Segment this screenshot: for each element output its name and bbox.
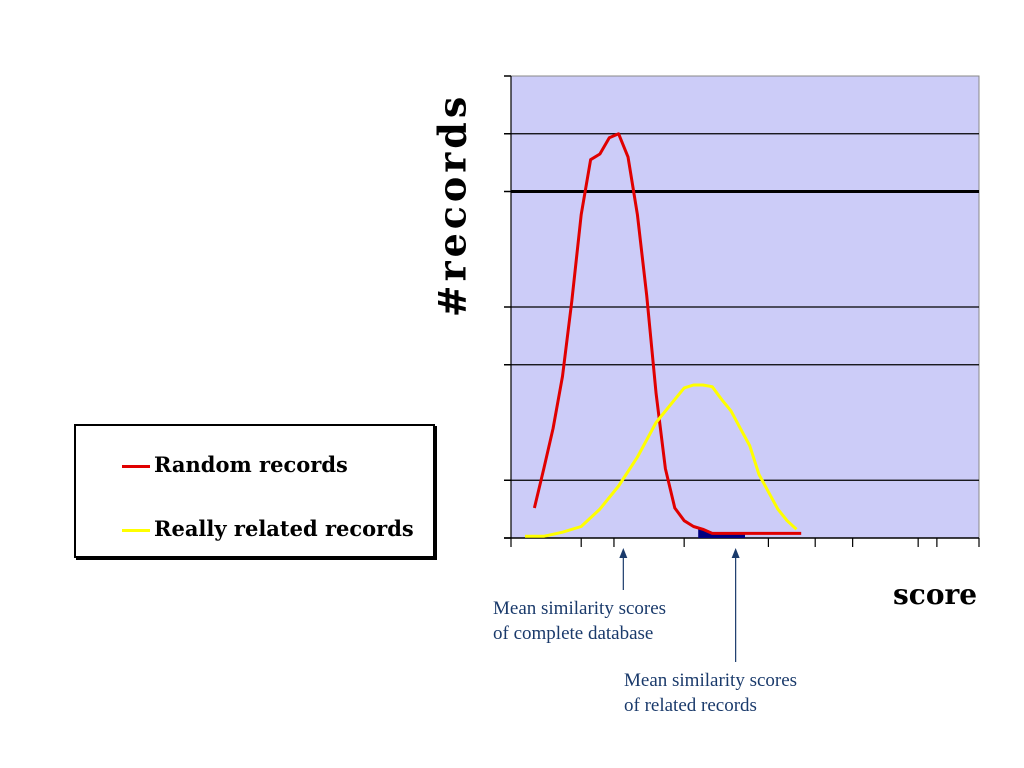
series-line-related-records [525,383,798,538]
shaded-overlap-area [698,527,745,538]
annotation-database-line-1: Mean similarity scores [493,598,667,619]
annotation-related-line-2: of related records [624,695,757,716]
y-axis-label: #records [429,92,475,318]
legend-label-random: Random records [154,452,348,477]
annotation-arrow-head [731,548,740,558]
annotation-database: Mean similarity scores of complete datab… [493,596,666,646]
legend-swatch-related [122,529,150,532]
annotation-database-line-2: of complete database [493,623,654,644]
legend: Random records Really related records [74,424,435,558]
annotation-arrow-head [619,548,628,558]
legend-label-related: Really related records [154,516,414,541]
series-line-random-records [532,132,802,535]
annotation-related-line-1: Mean similarity scores [624,670,798,691]
annotation-related: Mean similarity scores of related record… [624,668,797,718]
x-axis-label: score [893,578,978,611]
legend-swatch-random [122,465,150,468]
